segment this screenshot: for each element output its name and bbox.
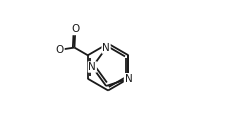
Text: O: O [56, 44, 64, 55]
Text: O: O [71, 25, 79, 34]
Text: N: N [88, 62, 96, 72]
Text: N: N [102, 43, 110, 53]
Text: N: N [124, 74, 132, 84]
